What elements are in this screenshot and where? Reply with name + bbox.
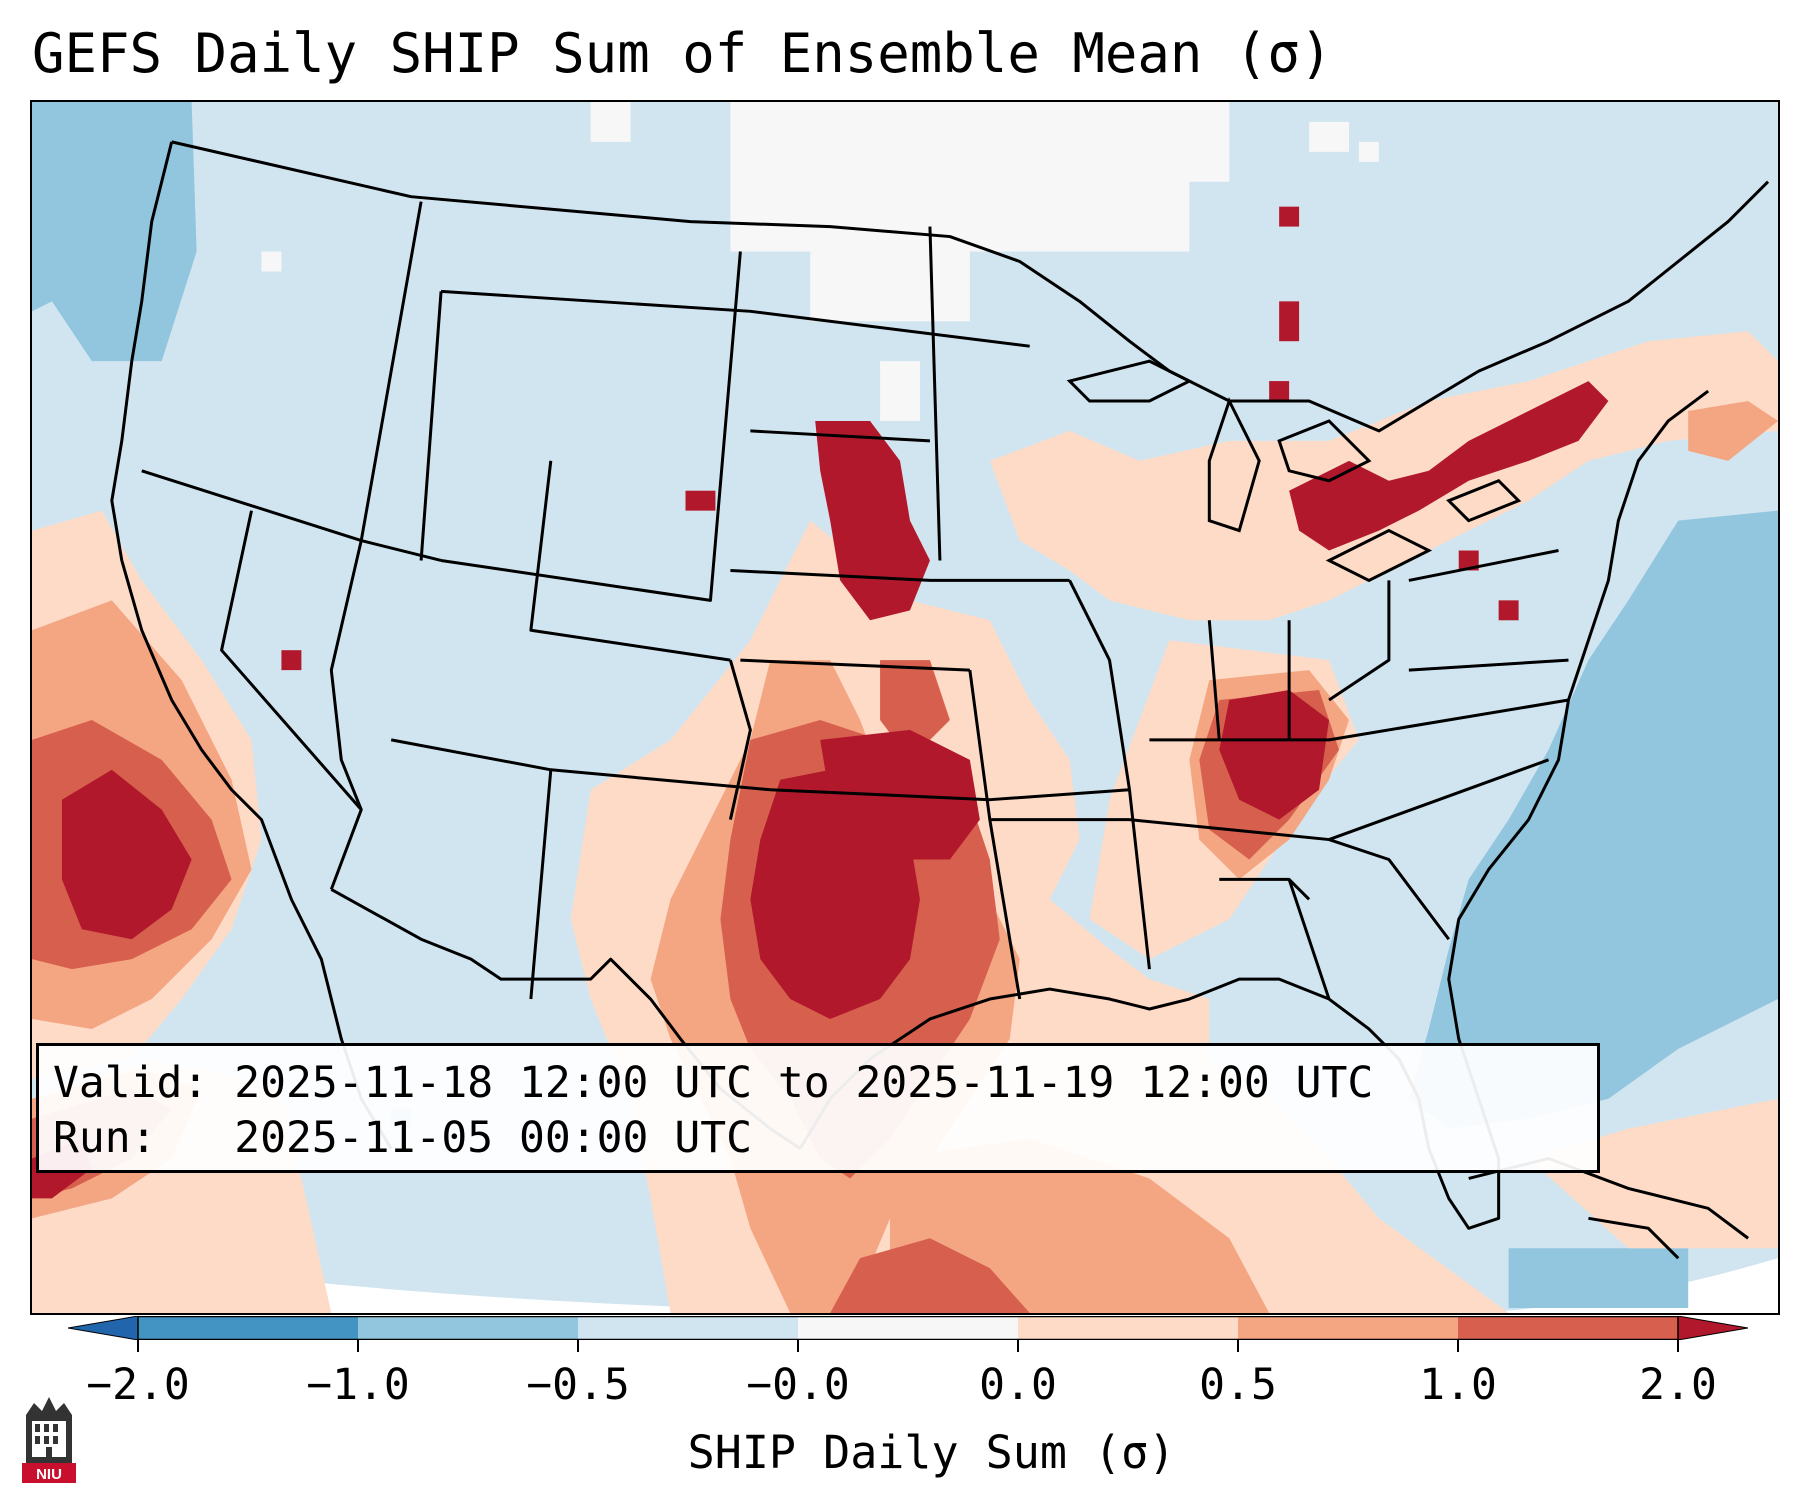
colorbar-tick xyxy=(1237,1340,1239,1352)
colorbar-bin xyxy=(138,1316,359,1340)
light-blue-areas xyxy=(32,102,1778,1309)
dark-red-areas xyxy=(32,206,1609,1199)
colorbar-border xyxy=(137,1316,1679,1340)
run-time-text: Run: 2025-11-05 00:00 UTC xyxy=(53,1113,752,1163)
colorbar-tick xyxy=(797,1340,799,1352)
colorbar-tick-label: −2.0 xyxy=(86,1360,190,1410)
niu-logo-icon: NIU xyxy=(22,1397,76,1483)
colorbar-tick-label: −1.0 xyxy=(306,1360,410,1410)
colorbar-tick xyxy=(1677,1340,1679,1352)
colorbar-tick-label: 2.0 xyxy=(1639,1360,1717,1410)
colorbar-bin xyxy=(1238,1316,1459,1340)
political-boundaries xyxy=(110,140,1770,1230)
colorbar-tick xyxy=(137,1340,139,1352)
colorbar-tick xyxy=(1457,1340,1459,1352)
valid-run-info-box: Valid: 2025-11-18 12:00 UTC to 2025-11-1… xyxy=(36,1043,1600,1173)
logo-text: NIU xyxy=(36,1466,62,1483)
colorbar-svg xyxy=(68,1316,1748,1340)
colorbar-extend-low xyxy=(68,1316,139,1340)
colorbar-tick-label: 0.0 xyxy=(979,1360,1057,1410)
colorbar xyxy=(68,1316,1748,1340)
colorbar-ticks: −2.0 −1.0 −0.5 −0.0 0.0 0.5 1.0 2.0 xyxy=(0,1340,1803,1410)
great-lakes xyxy=(1066,359,1522,583)
colorbar-tick xyxy=(1017,1340,1019,1352)
colorbar-tick xyxy=(357,1340,359,1352)
off-map-region-right xyxy=(1478,1258,1778,1313)
colorbar-tick xyxy=(577,1340,579,1352)
colorbar-bin xyxy=(1458,1316,1679,1340)
colorbar-tick-label: −0.5 xyxy=(526,1360,630,1410)
colorbar-tick-label: 0.5 xyxy=(1199,1360,1277,1410)
near-zero-patches xyxy=(261,102,1379,421)
colorbar-bin xyxy=(798,1316,1019,1340)
colorbar-tick-label: −0.0 xyxy=(746,1360,850,1410)
chart-title: GEFS Daily SHIP Sum of Ensemble Mean (σ) xyxy=(32,22,1333,85)
colorbar-label: SHIP Daily Sum (σ) xyxy=(687,1426,1176,1479)
colorbar-extend-high xyxy=(1677,1316,1748,1340)
valid-time-text: Valid: 2025-11-18 12:00 UTC to 2025-11-1… xyxy=(53,1058,1374,1108)
colorbar-tick-label: 1.0 xyxy=(1419,1360,1497,1410)
colorbar-bin xyxy=(1018,1316,1239,1340)
colorbar-bin xyxy=(578,1316,799,1340)
colorbar-bin xyxy=(358,1316,579,1340)
